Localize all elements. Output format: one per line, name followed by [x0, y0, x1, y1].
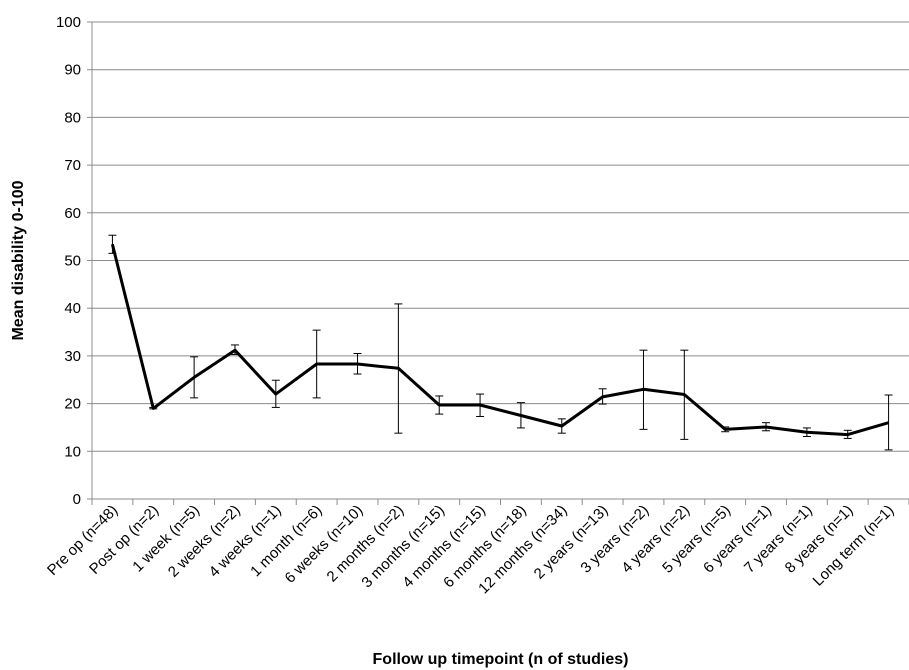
y-tick-label: 90	[64, 62, 81, 79]
y-axis-title: Mean disability 0-100	[10, 180, 27, 340]
y-tick-label: 10	[64, 443, 81, 460]
y-tick-labels: 0 10 20 30 40 50 60 70 80 90 100	[56, 14, 81, 508]
y-tick-label: 60	[64, 205, 81, 222]
y-tick-label: 30	[64, 348, 81, 365]
y-tick-label: 50	[64, 253, 81, 270]
y-tick-label: 40	[64, 300, 81, 317]
gridlines	[87, 21, 909, 500]
error-bars	[108, 234, 893, 451]
x-ticks	[91, 499, 909, 505]
error-bar	[884, 394, 893, 451]
x-tick-label: 1 month (n=6)	[247, 502, 325, 580]
x-tick-label: Pre op (n=48)	[44, 502, 121, 579]
y-tick-label: 80	[64, 109, 81, 126]
y-tick-label: 0	[73, 491, 81, 508]
series-line	[110, 243, 890, 437]
y-tick-label: 20	[64, 396, 81, 413]
y-tick-label: 100	[56, 14, 81, 31]
y-tick-label: 70	[64, 157, 81, 174]
x-axis-title: Follow up timepoint (n of studies)	[373, 651, 629, 668]
x-tick-labels: Pre op (n=48)Post op (n=2)1 week (n=5)2 …	[44, 502, 897, 597]
